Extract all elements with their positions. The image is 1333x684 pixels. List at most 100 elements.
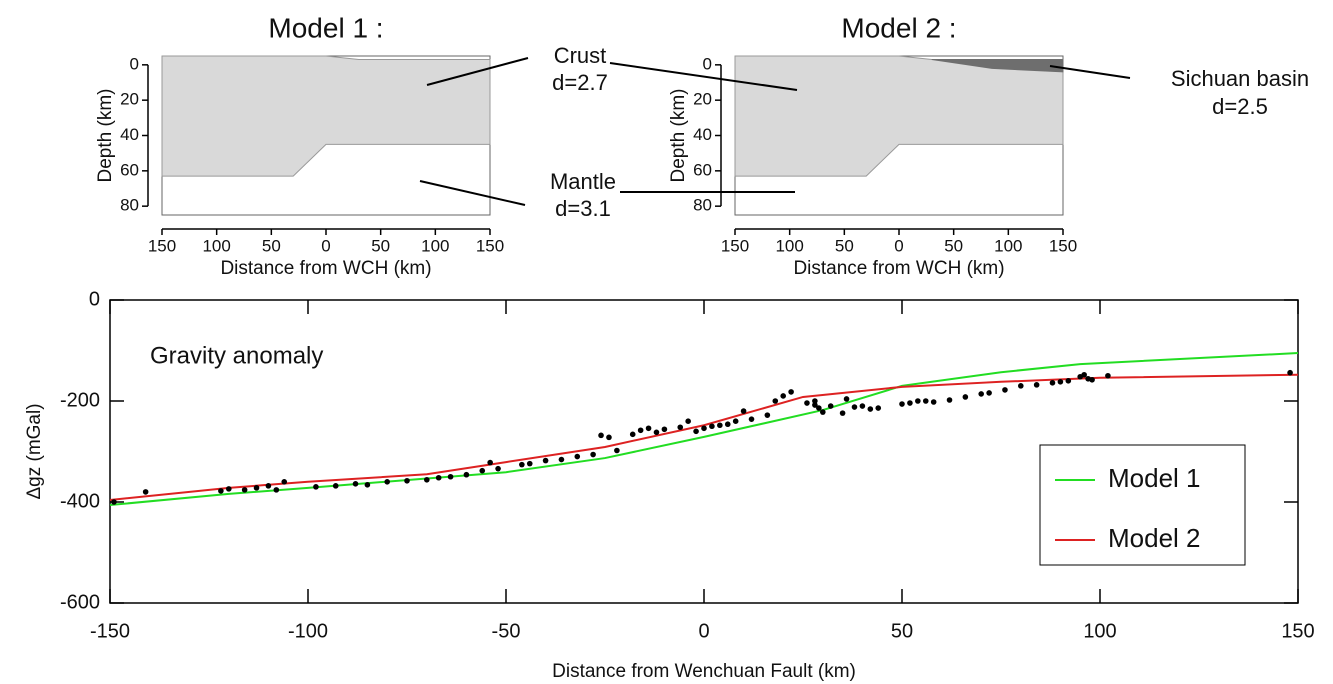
data-point xyxy=(447,473,454,480)
data-point xyxy=(273,487,280,493)
data-point xyxy=(724,421,731,428)
data-point xyxy=(709,423,715,430)
x-axis-label: Distance from Wenchuan Fault (km) xyxy=(552,661,856,682)
x-axis-label: Distance from WCH (km) xyxy=(793,258,1004,279)
data-point xyxy=(875,405,882,411)
data-point xyxy=(816,405,822,411)
chart-title: Model 1 : xyxy=(268,12,383,43)
y-tick-label: 60 xyxy=(693,160,712,179)
x-tick-label: 150 xyxy=(1281,620,1314,642)
data-point xyxy=(978,391,984,397)
data-point xyxy=(843,396,850,402)
y-tick-label: 20 xyxy=(693,90,712,109)
data-point xyxy=(701,425,707,432)
data-point xyxy=(1065,378,1072,384)
data-point xyxy=(677,424,684,431)
x-tick-label: 150 xyxy=(148,236,176,255)
data-point xyxy=(827,403,834,409)
x-tick-label: 100 xyxy=(1083,620,1116,642)
data-point xyxy=(1033,382,1040,388)
data-point xyxy=(487,459,493,466)
data-point xyxy=(218,488,224,494)
data-point xyxy=(962,394,969,400)
data-point xyxy=(685,418,691,425)
data-point xyxy=(598,432,604,439)
data-point xyxy=(1081,371,1087,378)
data-point xyxy=(574,453,581,460)
y-tick-label: 0 xyxy=(703,54,712,73)
x-tick-label: 0 xyxy=(698,620,709,642)
data-point xyxy=(384,479,391,485)
data-point xyxy=(542,457,549,464)
x-tick-label: 50 xyxy=(891,620,913,642)
x-tick-label: 150 xyxy=(721,236,749,255)
data-point xyxy=(1018,383,1024,389)
data-point xyxy=(899,401,905,407)
crust-label: Crust xyxy=(554,43,607,68)
data-point xyxy=(463,471,470,478)
data-point xyxy=(804,400,810,406)
leader-line xyxy=(426,57,529,86)
y-tick-label: -200 xyxy=(60,389,100,411)
line-chart: -150 -100 -50 0 50 100 150 -600 -400 -200 0 Gravity… xyxy=(24,288,1315,682)
data-point xyxy=(748,416,755,422)
data-point xyxy=(479,467,486,474)
x-tick-label: 0 xyxy=(321,236,330,255)
leader-lines xyxy=(419,57,1131,206)
data-point xyxy=(820,409,826,415)
data-point xyxy=(717,422,723,429)
layer xyxy=(931,59,1064,73)
data-point xyxy=(946,397,953,403)
data-point xyxy=(986,390,992,396)
annotation: Gravity anomaly xyxy=(150,342,323,369)
x-tick-label: -50 xyxy=(492,620,521,642)
series-line xyxy=(109,352,1299,507)
data-point xyxy=(332,483,339,489)
leader-line xyxy=(1049,65,1131,79)
data-point xyxy=(788,389,794,395)
data-point xyxy=(424,476,430,483)
data-point xyxy=(1002,387,1008,393)
x-tick-label: 0 xyxy=(894,236,903,255)
basin-label: Sichuan basin xyxy=(1171,66,1309,91)
data-point xyxy=(352,481,359,487)
x-tick-label: 50 xyxy=(944,236,963,255)
data-point xyxy=(661,426,668,433)
y-tick-label: 0 xyxy=(89,288,100,310)
legend-box xyxy=(1039,444,1246,566)
data-point xyxy=(281,479,288,485)
data-point xyxy=(253,485,260,491)
data-point xyxy=(590,451,596,458)
y-tick-label: 20 xyxy=(120,90,139,109)
x-tick-label: 150 xyxy=(1049,236,1077,255)
leader-line xyxy=(609,62,798,91)
y-tick-label: 0 xyxy=(130,54,139,73)
leader-line xyxy=(419,180,526,206)
y-tick-label: 80 xyxy=(120,196,139,215)
y-axis-label: Δgz (mGal) xyxy=(24,403,45,499)
chart-title: Model 2 : xyxy=(841,12,956,43)
data-point xyxy=(780,393,786,399)
data-point xyxy=(435,474,442,481)
data-point xyxy=(732,418,739,425)
data-point xyxy=(915,398,921,404)
data-point xyxy=(313,484,319,490)
data-point xyxy=(606,434,612,441)
section-chart: 0 20 40 60 80 150 100 50 0 50 100 150 Model 1 : Dista… xyxy=(95,12,504,279)
data-point xyxy=(645,425,652,432)
layer xyxy=(734,55,1064,177)
legend-label: Model 1 xyxy=(1108,463,1201,493)
data-point xyxy=(364,482,371,488)
data-point xyxy=(1287,369,1293,376)
data-point xyxy=(142,489,149,495)
data-point xyxy=(859,403,866,409)
basin-density: d=2.5 xyxy=(1212,94,1268,119)
y-tick-label: 40 xyxy=(120,125,139,144)
x-tick-label: 100 xyxy=(775,236,803,255)
data-point xyxy=(1057,379,1064,385)
data-point xyxy=(839,410,846,416)
data-point xyxy=(637,427,644,434)
data-point xyxy=(265,483,272,489)
data-point xyxy=(693,428,699,435)
mantle-label: Mantle xyxy=(550,169,616,194)
